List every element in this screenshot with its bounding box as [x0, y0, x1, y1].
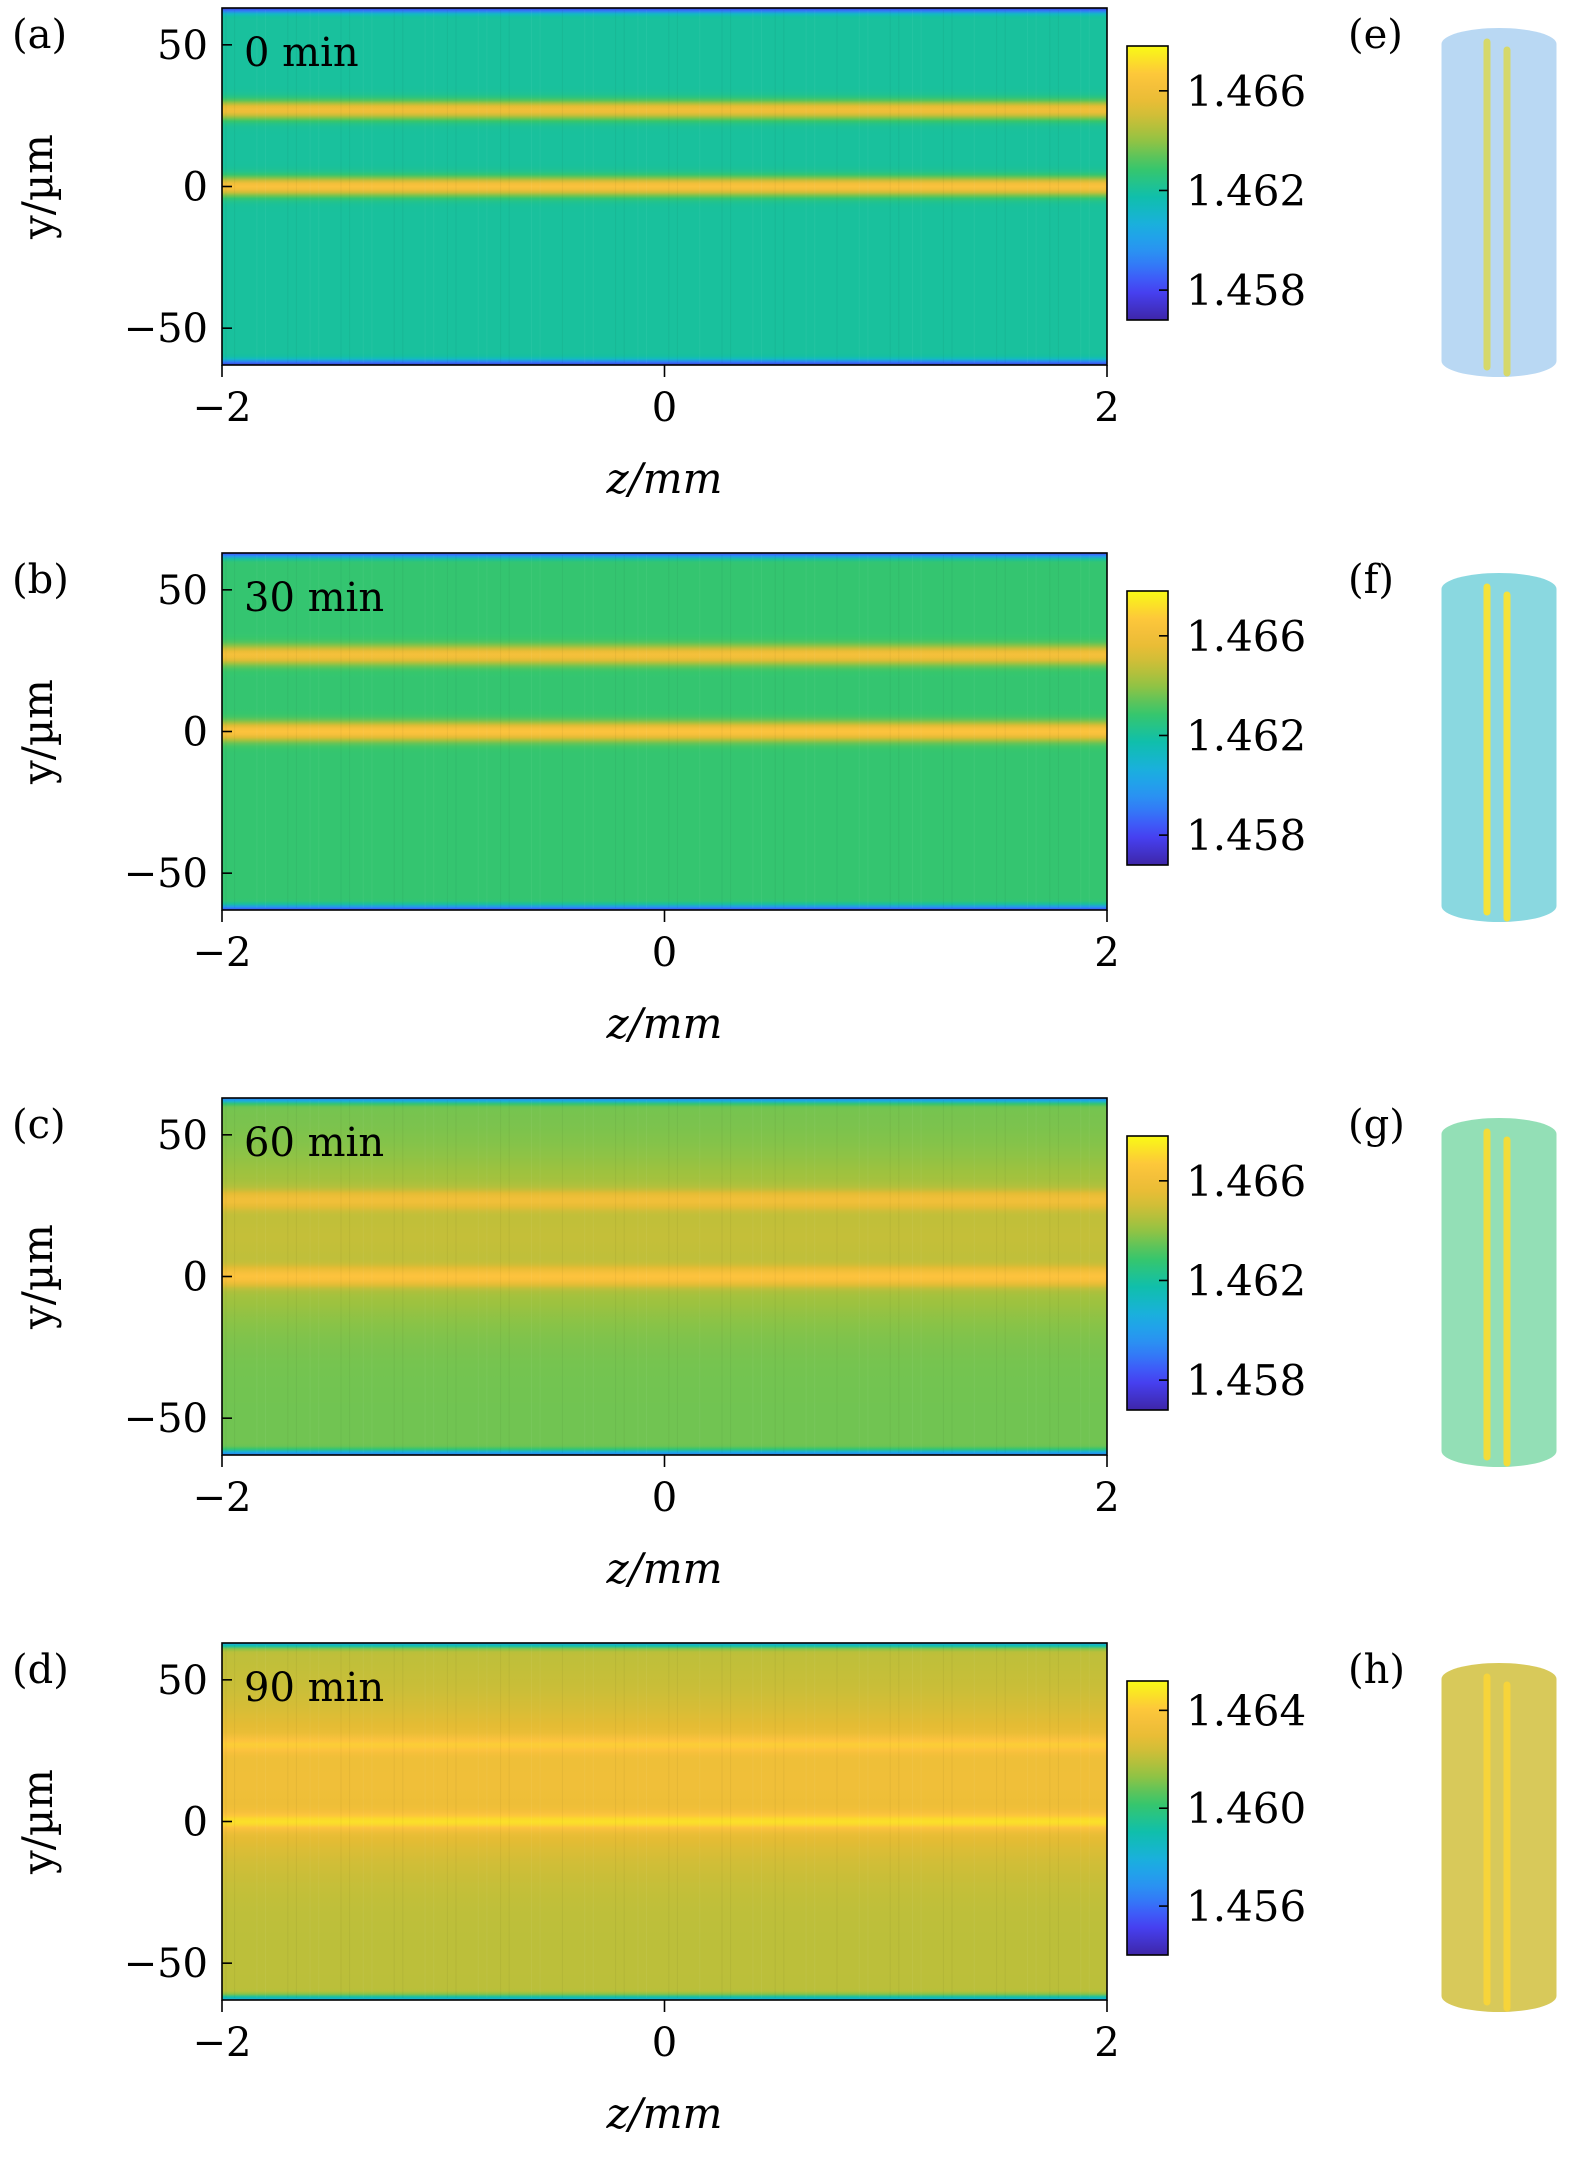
x-tick-label: 0: [652, 1475, 677, 1521]
x-axis-label: z/mm: [606, 999, 723, 1048]
y-tick-label: 50: [157, 23, 208, 69]
colorbar-tick-label: 1.460: [1186, 1784, 1306, 1833]
heatmap-texture: [225, 10, 1090, 363]
y-tick-label: −50: [124, 851, 208, 897]
panel-label: (a): [12, 12, 67, 58]
y-tick-label: 0: [183, 710, 208, 756]
heatmap-panel-a: 50 0 −50 −2 0 2 z/mm y/µm (a) 0 min 1.466 1.462 1.45…: [12, 7, 1306, 503]
x-tick-label: 2: [1094, 385, 1119, 431]
panel-label: (b): [12, 557, 69, 603]
fiber-view-g: (g): [1348, 1102, 1557, 1467]
y-tick-label: −50: [124, 1396, 208, 1442]
fiber-cylinder: [1441, 1663, 1557, 2012]
y-tick-label: 0: [183, 1800, 208, 1846]
heatmap-image: [222, 8, 1107, 365]
panel-label: (f): [1348, 557, 1394, 603]
colorbar-tick-label: 1.466: [1186, 612, 1306, 661]
y-tick-label: 50: [157, 1113, 208, 1159]
panel-label: (c): [12, 1102, 66, 1148]
colorbar-tick-label: 1.464: [1186, 1686, 1306, 1735]
panel-label: (d): [12, 1647, 69, 1693]
x-tick-label: 0: [652, 385, 677, 431]
heatmap-texture: [225, 555, 1090, 908]
heatmap-image: [222, 1098, 1107, 1455]
colorbar-tick-label: 1.466: [1186, 67, 1306, 116]
heatmap-image: [222, 1643, 1107, 2000]
colorbar-tick-label: 1.458: [1186, 1356, 1306, 1405]
colorbar-tick-label: 1.462: [1186, 166, 1306, 215]
y-tick-label: −50: [124, 1941, 208, 1987]
y-tick-label: 50: [157, 568, 208, 614]
fiber-view-f: (f): [1348, 557, 1557, 922]
panel-label: (e): [1348, 12, 1403, 58]
x-tick-label: 2: [1094, 930, 1119, 976]
x-tick-label: 2: [1094, 1475, 1119, 1521]
x-tick-label: 0: [652, 2020, 677, 2066]
x-axis-label: z/mm: [606, 1544, 723, 1593]
colorbar: [1126, 1680, 1169, 1956]
y-tick-label: 0: [183, 1255, 208, 1301]
y-tick-label: 0: [183, 165, 208, 211]
time-label: 60 min: [244, 1120, 384, 1166]
time-label: 90 min: [244, 1665, 384, 1711]
panel-label: (h): [1348, 1647, 1405, 1693]
y-tick-label: −50: [124, 306, 208, 352]
colorbar-tick-label: 1.458: [1186, 811, 1306, 860]
fiber-view-e: (e): [1348, 12, 1557, 377]
x-tick-label: −2: [193, 385, 252, 431]
y-tick-label: 50: [157, 1658, 208, 1704]
heatmap-texture: [225, 1645, 1090, 1998]
y-axis-label: y/µm: [13, 1769, 62, 1875]
time-label: 30 min: [244, 575, 384, 621]
colorbar: [1126, 590, 1169, 866]
colorbar: [1126, 45, 1169, 321]
panel-label: (g): [1348, 1102, 1405, 1148]
fiber-cylinder: [1441, 573, 1557, 922]
heatmap-texture: [225, 1100, 1090, 1453]
time-label: 0 min: [244, 30, 359, 76]
x-tick-label: 2: [1094, 2020, 1119, 2066]
heatmap-panel-c: 50 0 −50 −2 0 2 z/mm y/µm (c) 60 min 1.466 1.462 1.4…: [12, 1097, 1306, 1593]
colorbar-tick-label: 1.456: [1186, 1882, 1306, 1931]
heatmap-panel-b: 50 0 −50 −2 0 2 z/mm y/µm (b) 30 min 1.466 1.462 1.4…: [12, 552, 1306, 1048]
x-tick-label: 0: [652, 930, 677, 976]
colorbar-tick-label: 1.462: [1186, 711, 1306, 760]
y-axis-label: y/µm: [13, 679, 62, 785]
fiber-cylinder: [1441, 1118, 1557, 1467]
colorbar: [1126, 1135, 1169, 1411]
fiber-view-h: (h): [1348, 1647, 1557, 2012]
colorbar-tick-label: 1.458: [1186, 266, 1306, 315]
heatmap-panel-d: 50 0 −50 −2 0 2 z/mm y/µm (d) 90 min 1.464 1.460 1.4…: [12, 1642, 1306, 2138]
x-tick-label: −2: [193, 2020, 252, 2066]
y-axis-label: y/µm: [13, 134, 62, 240]
x-tick-label: −2: [193, 1475, 252, 1521]
x-axis-label: z/mm: [606, 454, 723, 503]
heatmap-image: [222, 553, 1107, 910]
colorbar-tick-label: 1.466: [1186, 1157, 1306, 1206]
y-axis-label: y/µm: [13, 1224, 62, 1330]
colorbar-tick-label: 1.462: [1186, 1256, 1306, 1305]
fiber-cylinder: [1441, 28, 1557, 377]
x-axis-label: z/mm: [606, 2089, 723, 2138]
x-tick-label: −2: [193, 930, 252, 976]
